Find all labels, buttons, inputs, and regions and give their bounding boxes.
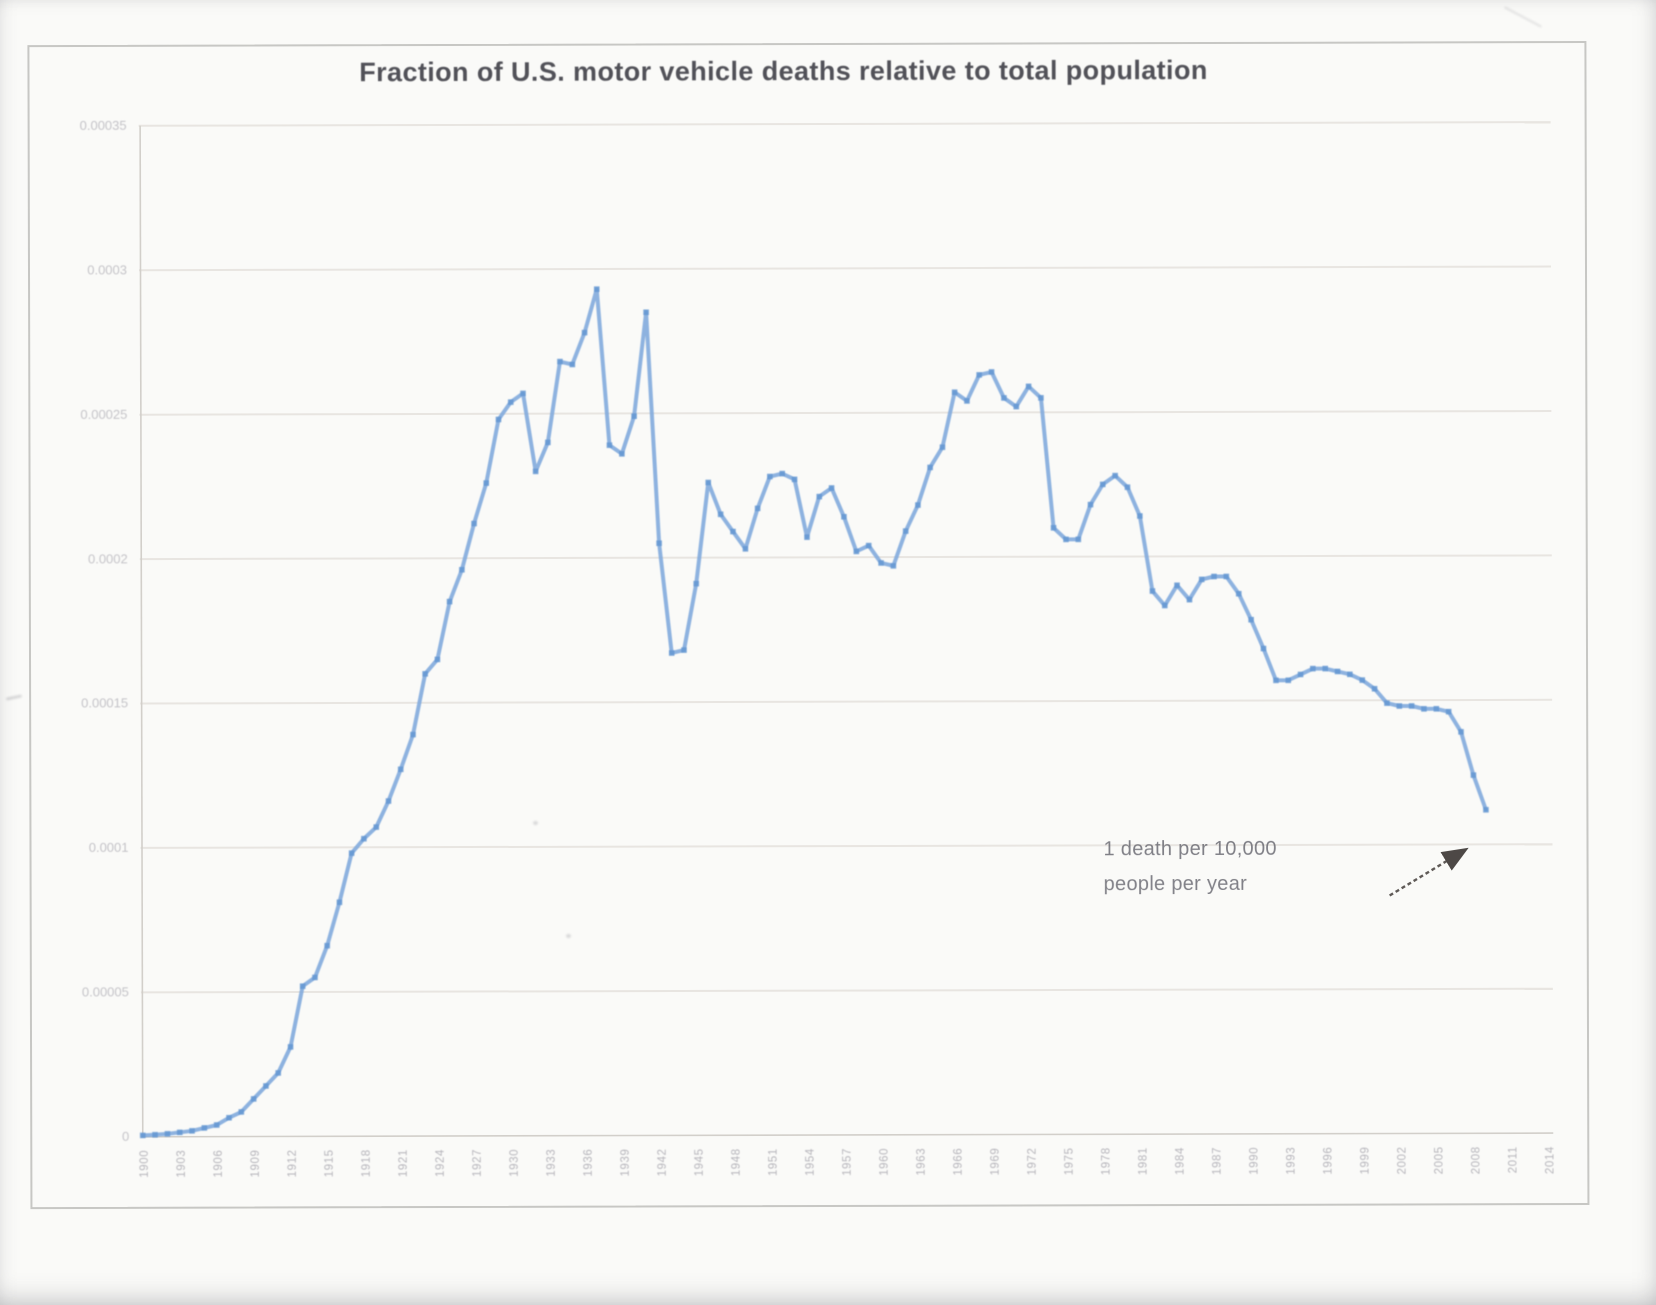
svg-text:1936: 1936 <box>583 1149 595 1177</box>
svg-text:1999: 1999 <box>1359 1147 1371 1175</box>
svg-text:1960: 1960 <box>879 1148 891 1176</box>
svg-text:1996: 1996 <box>1322 1147 1334 1175</box>
annotation-line1: 1 death per 10,000 <box>1103 837 1277 861</box>
svg-text:0.00015: 0.00015 <box>81 696 128 711</box>
scan-artifact <box>533 821 538 825</box>
svg-text:2008: 2008 <box>1470 1146 1482 1174</box>
svg-text:1945: 1945 <box>694 1148 706 1176</box>
svg-text:1993: 1993 <box>1285 1147 1297 1175</box>
svg-text:1957: 1957 <box>842 1148 854 1176</box>
svg-text:1975: 1975 <box>1064 1147 1076 1175</box>
svg-text:1990: 1990 <box>1248 1147 1260 1175</box>
svg-text:1930: 1930 <box>509 1149 521 1177</box>
svg-text:2005: 2005 <box>1433 1146 1445 1174</box>
annotation-label: 1 death per 10,000 people per year <box>1103 832 1277 902</box>
svg-text:1918: 1918 <box>361 1149 373 1177</box>
svg-text:1939: 1939 <box>620 1149 632 1177</box>
svg-text:1963: 1963 <box>916 1148 928 1176</box>
svg-text:0.00035: 0.00035 <box>80 118 127 133</box>
svg-text:1981: 1981 <box>1137 1147 1149 1175</box>
svg-text:1912: 1912 <box>287 1149 299 1177</box>
svg-text:1966: 1966 <box>953 1148 965 1176</box>
svg-text:1987: 1987 <box>1211 1147 1223 1175</box>
svg-text:1969: 1969 <box>990 1148 1002 1176</box>
svg-text:1951: 1951 <box>768 1148 780 1176</box>
svg-text:1906: 1906 <box>213 1150 225 1178</box>
svg-text:2002: 2002 <box>1396 1146 1408 1174</box>
svg-text:1921: 1921 <box>398 1149 410 1177</box>
annotation-line2: people per year <box>1103 872 1248 896</box>
svg-text:1927: 1927 <box>472 1149 484 1177</box>
svg-text:2014: 2014 <box>1544 1146 1556 1174</box>
svg-text:0.00005: 0.00005 <box>82 984 129 999</box>
svg-text:1903: 1903 <box>176 1150 188 1178</box>
svg-text:1942: 1942 <box>657 1148 669 1176</box>
svg-text:0.00025: 0.00025 <box>80 407 127 422</box>
svg-text:1954: 1954 <box>805 1148 817 1176</box>
chart-title: Fraction of U.S. motor vehicle deaths re… <box>359 55 1208 88</box>
svg-text:2011: 2011 <box>1507 1146 1519 1173</box>
svg-text:1915: 1915 <box>324 1149 336 1177</box>
svg-text:1948: 1948 <box>731 1148 743 1176</box>
svg-text:1933: 1933 <box>546 1149 558 1177</box>
svg-text:1900: 1900 <box>139 1150 151 1178</box>
svg-text:0.0003: 0.0003 <box>87 262 127 277</box>
svg-text:1984: 1984 <box>1174 1147 1186 1175</box>
svg-text:0.0002: 0.0002 <box>88 551 128 566</box>
svg-text:0: 0 <box>122 1129 129 1144</box>
svg-text:1924: 1924 <box>435 1149 447 1177</box>
svg-text:1978: 1978 <box>1100 1147 1112 1175</box>
svg-text:0.0001: 0.0001 <box>89 840 129 855</box>
svg-text:1972: 1972 <box>1027 1147 1039 1175</box>
svg-text:1909: 1909 <box>250 1149 262 1177</box>
scan-artifact <box>566 934 571 938</box>
